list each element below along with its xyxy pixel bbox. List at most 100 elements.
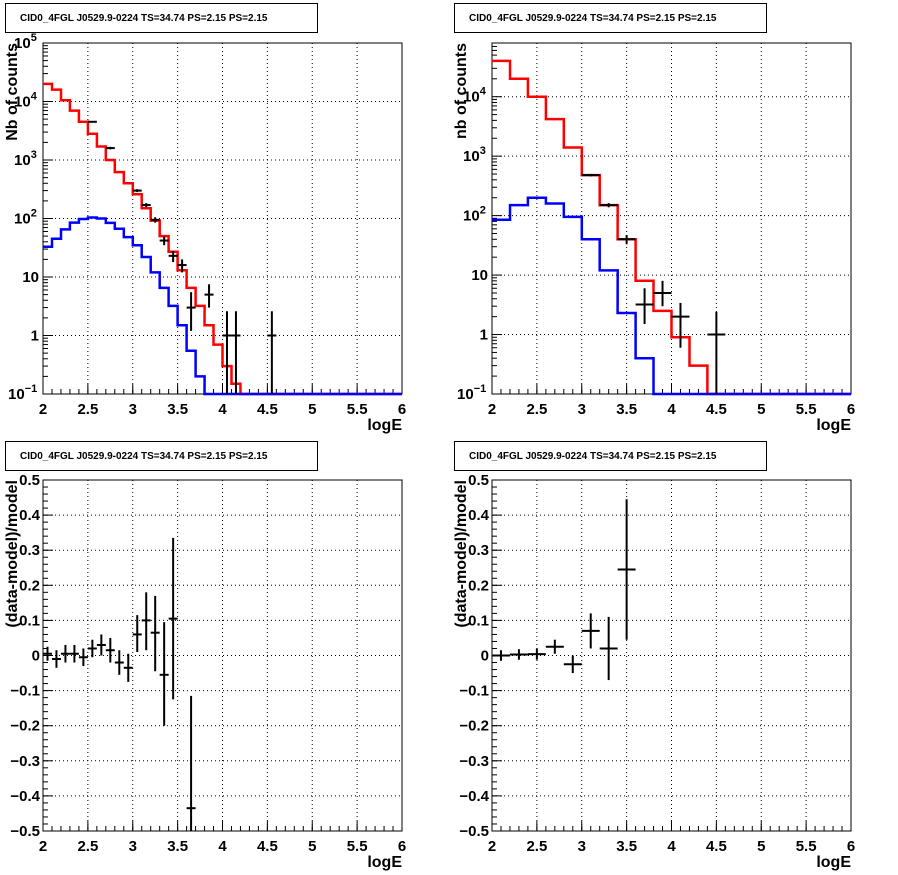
y-tick-label: 0.2 <box>19 577 40 594</box>
x-tick-label: 3 <box>578 401 586 418</box>
x-tick-label: 5.5 <box>347 838 368 855</box>
x-tick-label: 4.5 <box>257 838 278 855</box>
data-point <box>186 292 196 331</box>
x-axis-label: logE <box>367 854 402 871</box>
x-tick-label: 3.5 <box>616 838 637 855</box>
panel-title: CID0_4FGL J0529.9-0224 TS=34.74 PS=2.15 … <box>454 3 767 33</box>
data-point <box>150 217 160 223</box>
y-tick-label: 10−1 <box>457 383 486 403</box>
data-point <box>43 646 52 661</box>
y-tick-label: 104 <box>14 91 38 111</box>
x-tick-label: 4 <box>667 401 676 418</box>
x-tick-label: 2 <box>39 838 47 855</box>
x-tick-label: 2 <box>39 401 47 418</box>
data-point <box>617 499 636 640</box>
data-point <box>204 284 214 308</box>
data-point <box>51 650 61 668</box>
data-point <box>78 648 88 667</box>
data-point <box>159 622 169 726</box>
data-point <box>707 311 726 394</box>
data-point <box>132 189 142 193</box>
panel-counts-right: 2 2.5 3 3.5 4 4.5 5 5.5 6 10−1 1 10 102 103 104 logE nb … <box>453 42 855 434</box>
x-tick-label: 2 <box>488 838 496 855</box>
model-step-line <box>43 82 402 396</box>
x-tick-label: 5.5 <box>796 401 817 418</box>
x-tick-label: 4 <box>218 838 227 855</box>
data-point <box>168 537 178 700</box>
x-tick-label: 3 <box>129 401 137 418</box>
data-point <box>123 653 133 682</box>
data-point <box>545 639 564 654</box>
x-tick-label: 2.5 <box>526 401 547 418</box>
y-tick-label: −0.2 <box>10 718 40 735</box>
y-tick-label: 102 <box>463 205 486 225</box>
x-tick-label: 4.5 <box>706 401 727 418</box>
x-axis-label: logE <box>367 417 402 434</box>
y-tick-label: 0.1 <box>19 612 40 629</box>
y-tick-label: 0.3 <box>19 542 40 559</box>
y-tick-label: 0.4 <box>468 507 490 524</box>
panel-residuals-left: 2 2.5 3 3.5 4 4.5 5 5.5 6 −0.5 −0.4 −0.3 −0.2 −0.1 0 0.… <box>4 472 406 871</box>
panel-counts-left: 2 2.5 3 3.5 4 4.5 5 5.5 6 10−1 1 10 102 103 104 105 logE… <box>4 32 406 434</box>
y-tick-label: −0.5 <box>10 823 40 840</box>
data-point <box>231 311 241 394</box>
x-tick-label: 2.5 <box>526 838 547 855</box>
panel-title: CID0_4FGL J0529.9-0224 TS=34.74 PS=2.15 … <box>454 441 767 471</box>
y-axis-label: (data-model)/model <box>4 480 21 628</box>
y-tick-label: 105 <box>14 32 37 52</box>
y-tick-label: 0 <box>481 648 489 665</box>
y-tick-label: 0.4 <box>19 507 41 524</box>
y-tick-label: −0.3 <box>459 753 489 770</box>
y-tick-label: 0 <box>32 648 40 665</box>
y-tick-label: 10 <box>471 267 488 284</box>
data-point <box>671 302 690 348</box>
x-tick-label: 6 <box>398 838 406 855</box>
x-tick-label: 4.5 <box>706 838 727 855</box>
data-point <box>87 120 97 123</box>
data-point <box>168 250 178 263</box>
data-point <box>563 655 582 674</box>
x-tick-label: 3.5 <box>616 401 637 418</box>
x-tick-label: 2.5 <box>77 838 98 855</box>
y-tick-label: −0.1 <box>10 683 40 700</box>
model-step-line <box>492 196 851 396</box>
data-point <box>186 695 196 831</box>
y-tick-label: −0.4 <box>459 788 489 805</box>
data-point <box>653 280 672 307</box>
data-point <box>96 634 106 656</box>
x-tick-label: 3 <box>578 838 586 855</box>
data-point <box>492 650 510 661</box>
model-step-line <box>43 216 402 396</box>
data-point <box>69 644 79 663</box>
y-axis-label: (data-model)/model <box>453 480 470 628</box>
y-tick-label: −0.5 <box>459 823 489 840</box>
data-point <box>581 173 600 177</box>
y-tick-label: 104 <box>463 86 487 106</box>
data-point <box>267 311 277 394</box>
data-point <box>599 616 618 681</box>
data-point <box>132 615 142 652</box>
y-tick-label: 10−1 <box>8 383 37 403</box>
x-tick-label: 2.5 <box>77 401 98 418</box>
x-tick-label: 5 <box>308 838 316 855</box>
x-tick-label: 2 <box>488 401 496 418</box>
data-point <box>617 235 636 245</box>
x-tick-label: 6 <box>398 401 406 418</box>
data-point <box>150 595 160 672</box>
data-point <box>60 644 70 663</box>
x-tick-label: 5 <box>757 838 765 855</box>
y-tick-label: −0.3 <box>10 753 40 770</box>
x-tick-label: 5.5 <box>796 838 817 855</box>
y-tick-label: 103 <box>14 149 37 169</box>
y-tick-label: 0.1 <box>468 612 489 629</box>
y-tick-label: 102 <box>14 208 37 228</box>
y-tick-label: 0.5 <box>468 472 489 489</box>
x-tick-label: 4 <box>218 401 227 418</box>
x-tick-label: 5 <box>308 401 316 418</box>
y-tick-label: 103 <box>463 145 486 165</box>
y-tick-label: 10 <box>22 269 39 286</box>
y-tick-label: 1 <box>31 328 39 345</box>
data-point <box>635 288 654 325</box>
panel-title: CID0_4FGL J0529.9-0224 TS=34.74 PS=2.15 … <box>5 3 318 33</box>
